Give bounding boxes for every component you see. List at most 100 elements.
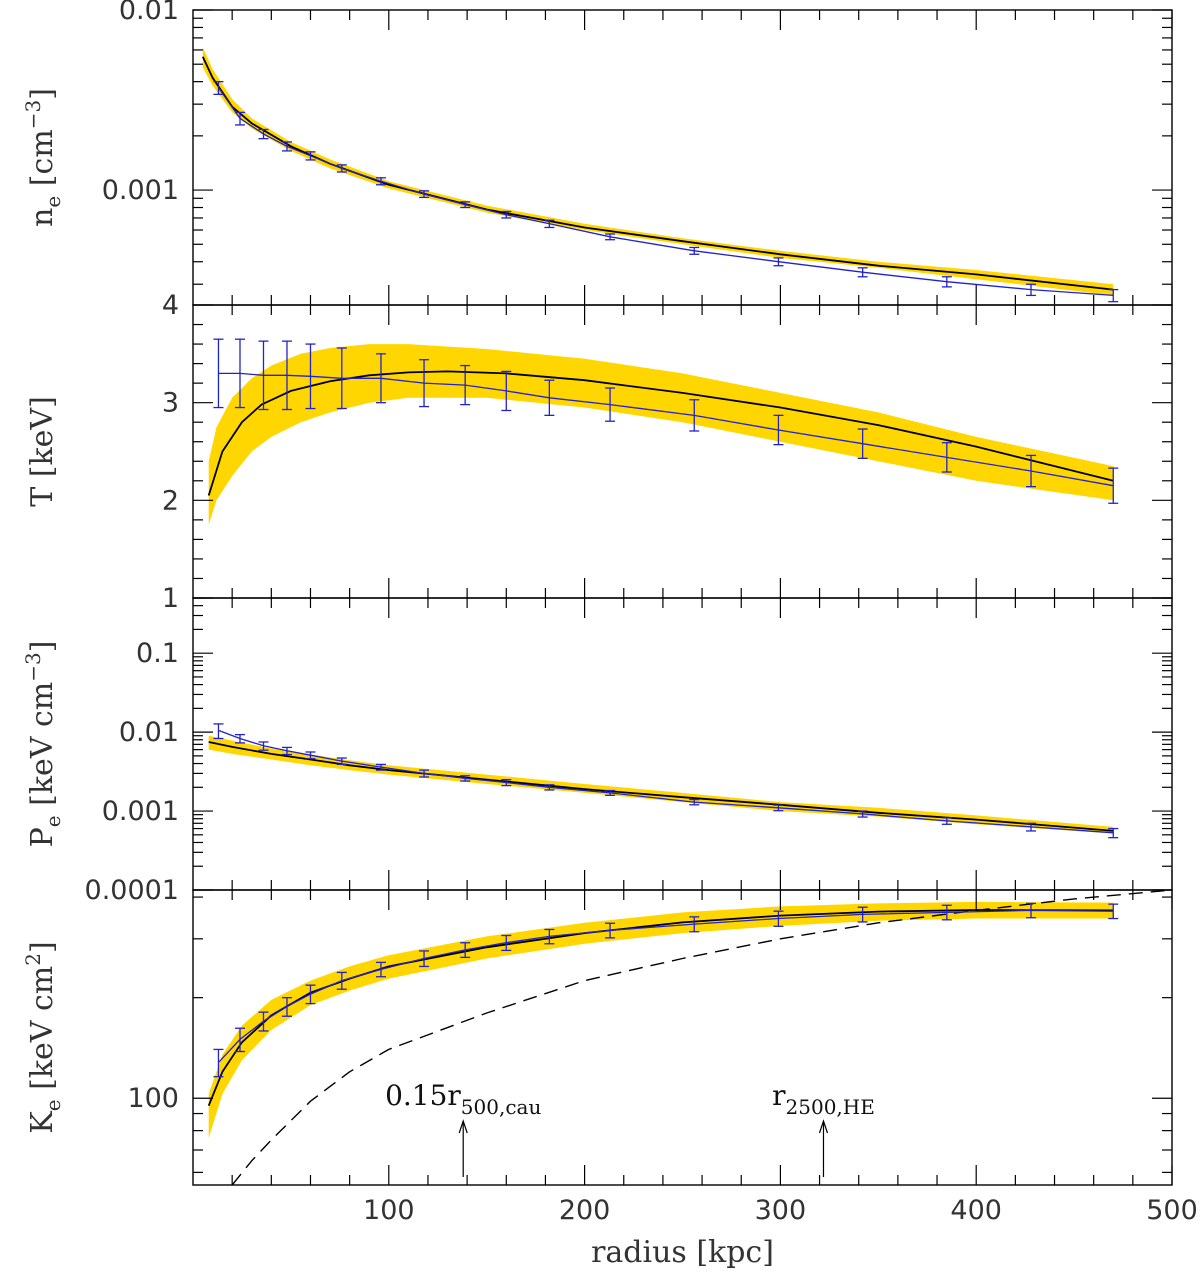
Pe-data-point [605, 789, 616, 797]
ne-data-point [689, 246, 700, 255]
Ke-data-point [336, 971, 347, 990]
T-model-curve [207, 370, 1114, 496]
T-ylabel: T [keV] [25, 396, 60, 507]
T-ytick-label: 1 [162, 583, 179, 614]
ne-data-point [857, 267, 868, 278]
ne-data-point [460, 201, 471, 209]
Pe-data-point [773, 804, 784, 812]
ne-ytick-label: 0.01 [119, 0, 179, 26]
ne-data-point [941, 276, 952, 288]
Ke-panel-frame [192, 889, 1173, 1186]
ne-data-point [375, 177, 386, 186]
Pe-data-point [1108, 827, 1119, 839]
T-data-point [419, 359, 430, 408]
Ke-data-point [1108, 903, 1119, 920]
Pe-panel-frame [192, 597, 1173, 891]
Pe-data-point [305, 751, 316, 760]
ne-ylabel: ne [cm−3] [21, 88, 65, 227]
Pe-data-line [218, 729, 1114, 834]
Pe-data-point [258, 741, 269, 751]
xlabel: radius [kpc] [591, 1235, 774, 1270]
Pe-ytick-label: 0.0001 [85, 875, 179, 906]
Pe-data-point [1026, 822, 1037, 832]
T-data-point [213, 338, 224, 409]
ne-data-point [336, 164, 347, 173]
ne-data-point [1026, 283, 1037, 297]
Ke-data-point [281, 997, 292, 1017]
Pe-data-point [419, 769, 430, 778]
Pe-data-point [857, 810, 868, 818]
Ke-data-point [419, 950, 430, 968]
T-data-point [605, 387, 616, 422]
Pe-data-point [544, 784, 555, 791]
Ke-data-point [213, 1048, 224, 1078]
bands-layer [202, 47, 1114, 1139]
Pe-data-point [941, 817, 952, 825]
xtick-label: 500 [1146, 1195, 1198, 1226]
xtick-label: 400 [950, 1195, 1002, 1226]
T-data-point [1108, 467, 1119, 504]
Ke-data-point [234, 1027, 245, 1053]
Ke-data-point [305, 984, 316, 1005]
Ke-data-point [375, 961, 386, 978]
T-data-point [234, 338, 245, 409]
Ke-annotation: r2500,HE [772, 1079, 875, 1177]
Pe-data-point [375, 763, 386, 771]
labels-layer: 0.01 0.001 ne [cm−3] 4 3 2 1 T [keV] 0.1 0.01 0.00… [21, 0, 1198, 1270]
Pe-data-point [213, 723, 224, 740]
Pe-data-point [689, 798, 700, 806]
Ke-data-point [1026, 902, 1037, 919]
Pe-data-point [281, 746, 292, 756]
Pe-model-curve [208, 741, 1114, 832]
T-data-point [375, 353, 386, 404]
ne-data-point [544, 219, 555, 229]
Pe-uncertainty-band [208, 735, 1114, 834]
T-ytick-label: 4 [162, 290, 179, 321]
ne-data-point [773, 257, 784, 267]
ne-data-line [217, 87, 1114, 297]
reference-layer [231, 890, 1172, 1185]
Ke-data-point [605, 922, 616, 939]
Ke-data-point [857, 906, 868, 923]
Ke-data-point [544, 928, 555, 945]
Ke-uncertainty-band [208, 901, 1114, 1139]
T-data-line [218, 372, 1114, 487]
ne-data-point [281, 141, 292, 152]
ne-model-curve [201, 56, 1114, 291]
ne-data-point [419, 190, 430, 199]
T-data-point [336, 347, 347, 410]
Ke-data-point [258, 1011, 269, 1032]
xtick-label: 200 [559, 1195, 611, 1226]
annotation-label: r2500,HE [772, 1079, 875, 1119]
Ke-ytick-label: 100 [127, 1083, 179, 1114]
Ke-annotation: 0.15r500,cau [385, 1079, 541, 1177]
Ke-data-point [773, 910, 784, 927]
T-data-point [773, 414, 784, 446]
ne-data-point [213, 81, 224, 96]
xtick-label: 100 [363, 1195, 415, 1226]
ticks-layer [193, 9, 1173, 1185]
Pe-ytick-label: 0.001 [102, 796, 179, 827]
Ke-reference-curve [231, 890, 1172, 1185]
data-layer [213, 81, 1119, 1078]
ne-panel-frame [192, 9, 1173, 306]
Pe-ylabel: Pe [keV cm−3] [21, 641, 65, 848]
T-data-point [281, 340, 292, 411]
ne-data-point [305, 151, 316, 161]
T-data-point [857, 428, 868, 459]
annotation-arrowhead [458, 1119, 468, 1134]
ne-data-point [234, 111, 245, 126]
frame-layer [192, 9, 1173, 1186]
T-data-point [941, 442, 952, 473]
Ke-ylabel: Ke [keV cm2] [21, 941, 65, 1133]
T-ytick-label: 2 [162, 485, 179, 516]
annotations-layer: 0.15r500,cau r2500,HE [385, 1079, 875, 1177]
ne-data-point [605, 233, 616, 241]
T-data-point [258, 340, 269, 411]
Ke-data-point [689, 916, 700, 933]
Pe-ytick-label: 0.01 [119, 717, 179, 748]
Ke-data-line [218, 909, 1114, 1063]
Pe-data-point [234, 733, 245, 744]
Ke-data-point [501, 934, 512, 952]
